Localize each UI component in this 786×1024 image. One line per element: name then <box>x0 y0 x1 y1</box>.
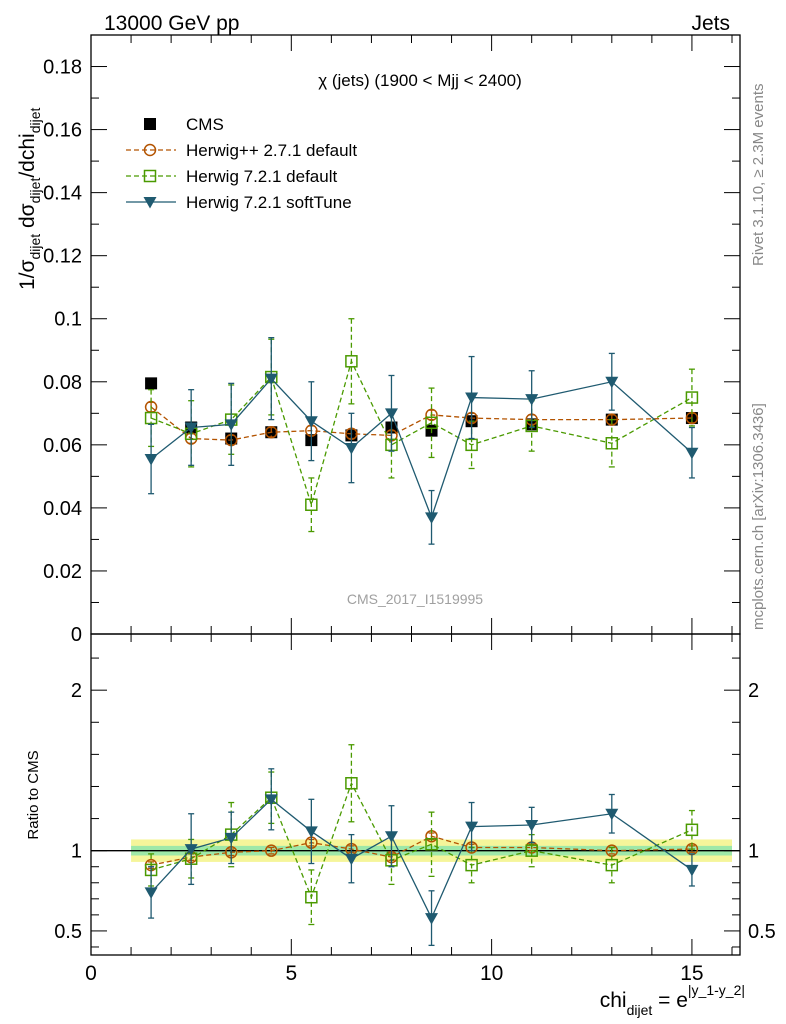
ratio-point-herwig-7-2-1-softtune <box>685 864 699 877</box>
main-panel: 0 0.02 0.04 0.06 0.08 0.1 0.12 0.14 0.16 0.18 χ (j… <box>43 34 741 646</box>
main-point-herwig-7-2-1-softtune <box>144 454 158 466</box>
y-tick-label: 0 <box>71 624 82 646</box>
ratio-panel: 0 5 10 15 0.5 0.5 1 1 2 2 <box>54 633 776 985</box>
legend-label-herwig-7-2-1-default: Herwig 7.2.1 default <box>186 167 337 186</box>
ratio-point-herwig-7-2-1-default <box>425 838 438 851</box>
y-tick-label: 0.02 <box>43 561 82 583</box>
ratio-point-herwig-7-2-1-softtune <box>184 844 198 856</box>
ratio-y-tick-label-right: 2 <box>748 680 759 702</box>
legend-label-cms: CMS <box>186 115 224 134</box>
main-point-herwig-7-2-1-softtune <box>344 442 358 455</box>
main-point-herwig-2-7-1-default <box>605 413 619 426</box>
main-point-herwig-7-2-1-softtune <box>465 392 479 405</box>
chart-title: χ (jets) (1900 < Mjj < 2400) <box>318 71 522 90</box>
main-point-herwig-7-2-1-default <box>685 391 699 404</box>
main-y-label-tail: /dchi <box>16 133 39 177</box>
main-point-herwig-7-2-1-softtune <box>384 408 398 420</box>
main-y-label-sub1: dijet <box>27 234 43 260</box>
y-tick-label: 0.12 <box>43 246 82 268</box>
header-right: Jets <box>691 12 730 35</box>
legend-label-herwig-2-7-1-default: Herwig++ 2.7.1 default <box>186 141 357 160</box>
x-label-sub: dijet <box>627 1002 653 1018</box>
main-y-label-base: 1/σ <box>16 259 39 290</box>
ratio-point-herwig-7-2-1-default <box>305 890 318 904</box>
main-point-herwig-7-2-1-softtune <box>264 373 278 386</box>
main-point-herwig-7-2-1-default <box>144 411 158 425</box>
x-tick-label: 5 <box>285 962 297 985</box>
ratio-point-herwig-7-2-1-softtune <box>344 853 358 866</box>
main-point-herwig-7-2-1-default <box>305 498 318 511</box>
mcplots-label: mcplots.cern.ch [arXiv:1306.3436] <box>750 403 767 630</box>
main-point-herwig-7-2-1-softtune <box>685 447 699 460</box>
ratio-y-tick-label: 2 <box>71 680 82 702</box>
main-series-line-herwig-2-7-1-default <box>150 406 692 441</box>
ratio-point-herwig-7-2-1-default <box>685 823 699 837</box>
y-tick-label: 0.1 <box>54 309 82 331</box>
main-y-label: 1/σdijet dσdijet/dchidijet <box>16 108 43 290</box>
ratio-point-herwig-2-7-1-default <box>265 844 278 857</box>
ratio-series-line-herwig-7-2-1-default <box>150 781 693 900</box>
ratio-point-herwig-7-2-1-default <box>605 858 619 872</box>
legend-marker-cms <box>144 118 156 130</box>
main-point-herwig-7-2-1-default <box>425 416 438 430</box>
ratio-y-label: Ratio to CMS <box>25 750 42 839</box>
ratio-point-herwig-7-2-1-default <box>465 858 478 872</box>
rivet-label: Rivet 3.1.10, ≥ 2.3M events <box>750 84 767 267</box>
y-tick-label: 0.14 <box>43 183 82 205</box>
main-point-herwig-7-2-1-softtune <box>224 419 238 431</box>
main-point-herwig-7-2-1-default <box>465 438 478 452</box>
header-left: 13000 GeV pp <box>104 12 239 35</box>
ratio-y-tick-label: 0.5 <box>54 921 82 943</box>
main-point-herwig-2-7-1-default <box>265 425 278 439</box>
ratio-series-line-herwig-7-2-1-softtune <box>150 798 693 920</box>
legend-marker-herwig-7-2-1-default <box>143 169 157 183</box>
ratio-point-herwig-7-2-1-softtune <box>224 832 238 845</box>
ratio-point-herwig-7-2-1-softtune <box>605 808 619 821</box>
main-point-herwig-7-2-1-softtune <box>525 394 539 406</box>
main-y-label-sub3: dijet <box>27 108 43 134</box>
ratio-series-line-herwig-2-7-1-default <box>150 835 692 866</box>
ratio-point-herwig-7-2-1-default <box>525 844 538 857</box>
y-tick-label: 0.18 <box>43 57 82 79</box>
ratio-point-herwig-7-2-1-softtune <box>264 794 278 806</box>
x-tick-label: 0 <box>85 962 97 985</box>
ratio-frame <box>90 633 741 956</box>
x-label: chidijet = e|y_1-y_2| <box>600 982 745 1018</box>
ratio-y-tick-label-right: 1 <box>748 841 759 863</box>
legend-marker-herwig-2-7-1-default <box>143 143 157 157</box>
ratio-point-herwig-7-2-1-default <box>345 777 358 790</box>
main-point-herwig-7-2-1-softtune <box>304 416 318 428</box>
y-tick-label: 0.04 <box>43 498 82 520</box>
main-series-line-herwig-7-2-1-softtune <box>150 377 693 520</box>
ratio-y-tick-label: 1 <box>71 841 82 863</box>
x-label-sup: |y_1-y_2| <box>688 982 745 998</box>
main-point-herwig-7-2-1-softtune <box>605 376 619 389</box>
ratio-point-herwig-7-2-1-softtune <box>525 819 539 832</box>
watermark: CMS_2017_I1519995 <box>347 591 483 607</box>
main-point-herwig-7-2-1-default <box>345 355 358 368</box>
main-series-line-herwig-7-2-1-default <box>150 359 693 508</box>
main-point-cms <box>145 377 158 390</box>
ratio-point-herwig-7-2-1-softtune <box>144 887 158 899</box>
main-y-label-mid: dσ <box>16 203 39 234</box>
y-tick-label: 0.06 <box>43 435 82 457</box>
ratio-point-herwig-7-2-1-softtune <box>384 831 398 843</box>
ratio-point-herwig-7-2-1-softtune <box>304 826 318 838</box>
main-point-herwig-7-2-1-default <box>605 437 619 450</box>
legend-marker-herwig-7-2-1-softtune <box>143 197 157 209</box>
x-tick-label: 15 <box>680 962 703 985</box>
y-tick-label: 0.16 <box>43 120 82 142</box>
x-label-mid: = e <box>652 989 688 1012</box>
x-tick-label: 10 <box>480 962 503 985</box>
main-point-herwig-7-2-1-softtune <box>184 422 198 435</box>
x-label-base: chi <box>600 989 627 1012</box>
ratio-point-herwig-7-2-1-softtune <box>465 821 479 834</box>
legend-label-herwig-7-2-1-softtune: Herwig 7.2.1 softTune <box>186 193 352 212</box>
y-tick-label: 0.08 <box>43 372 82 394</box>
ratio-y-tick-label-right: 0.5 <box>748 921 776 943</box>
main-y-label-sub2: dijet <box>27 178 43 204</box>
ratio-point-herwig-7-2-1-softtune <box>425 913 439 925</box>
main-point-herwig-7-2-1-softtune <box>425 512 439 524</box>
